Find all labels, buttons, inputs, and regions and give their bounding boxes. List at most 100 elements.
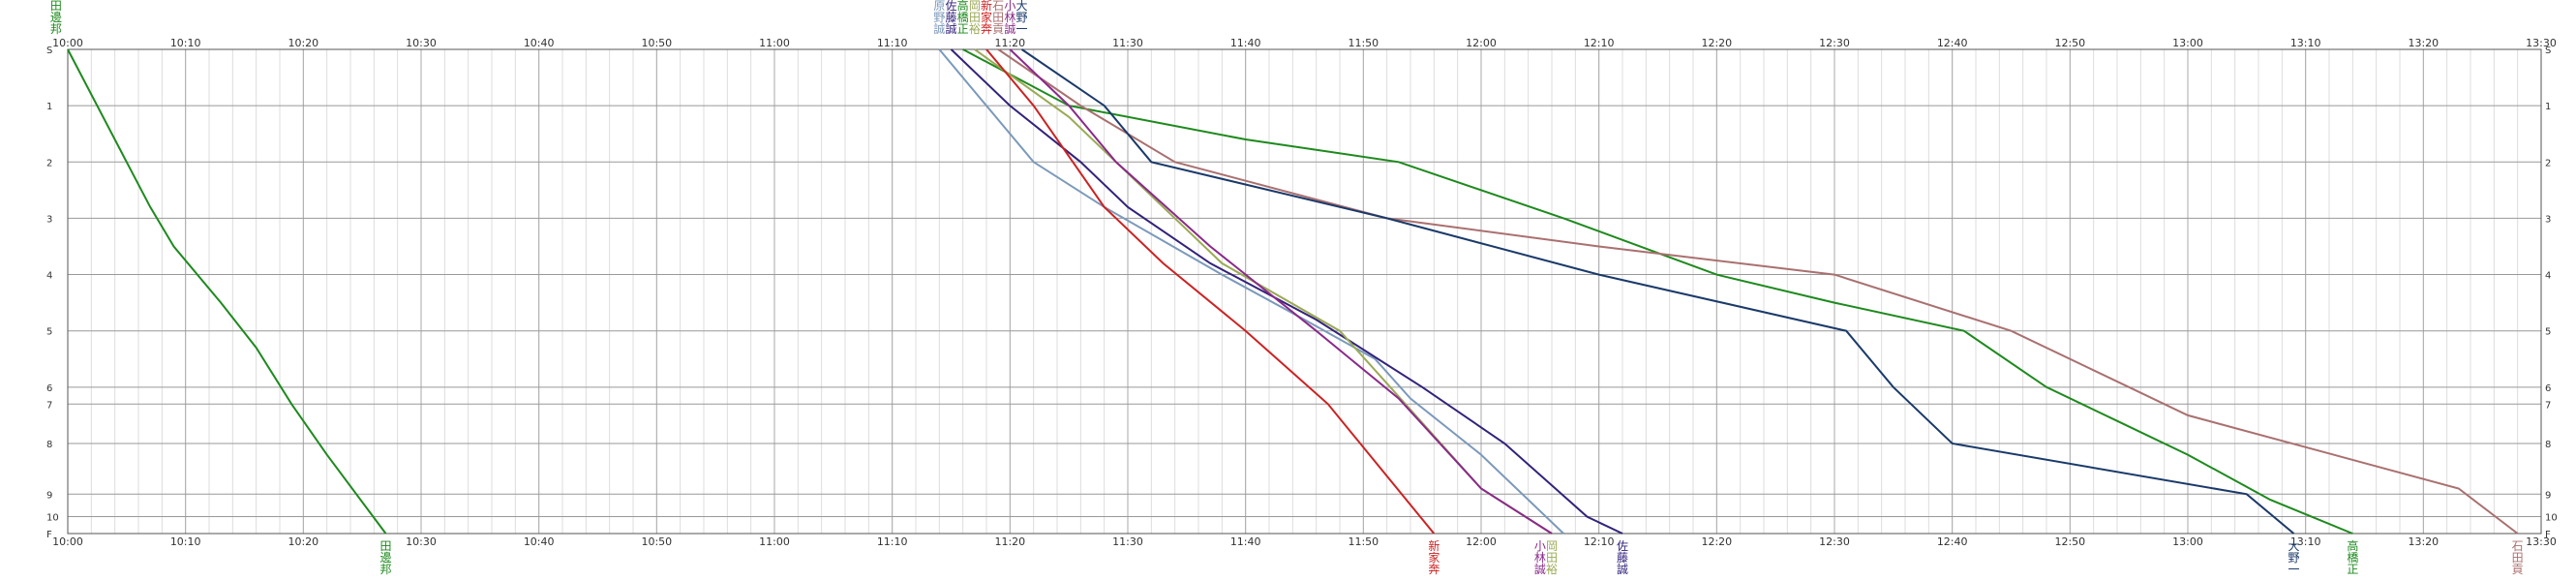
series-name-label: 新家奔	[981, 0, 992, 36]
series-name-label: 原野誠	[933, 0, 945, 36]
series-name-label: 新家奔	[1428, 538, 1440, 576]
x-tick-label: 12:20	[1701, 535, 1732, 548]
x-tick-label: 12:40	[1937, 535, 1968, 548]
x-tick-label: 11:20	[994, 37, 1025, 49]
x-tick-label: 12:50	[2054, 535, 2085, 548]
station-label: 7	[46, 400, 52, 411]
x-tick-label: 11:40	[1230, 37, 1261, 49]
x-tick-label: 11:00	[759, 37, 790, 49]
series-name-label: 大野一	[1015, 0, 1027, 36]
series-name-label: 岡田裕	[969, 0, 981, 36]
series-name-label: 岡田裕	[1546, 539, 1558, 576]
series-line	[1020, 48, 2295, 535]
x-tick-label: 13:20	[2408, 535, 2439, 548]
x-tick-label: 13:00	[2172, 535, 2203, 548]
series-name-label: 高橋正	[2347, 538, 2358, 576]
station-label: 2	[2545, 158, 2551, 168]
x-tick-label: 11:10	[877, 535, 908, 548]
x-tick-label: 13:00	[2172, 37, 2203, 49]
series-name-label: 田邊邦	[379, 539, 391, 576]
x-tick-label: 12:50	[2054, 37, 2085, 49]
station-label: S	[2545, 46, 2551, 56]
x-tick-label: 10:40	[524, 535, 555, 548]
station-label: 8	[46, 440, 52, 450]
x-tick-label: 10:00	[52, 37, 83, 49]
series-name-label: 小林誠	[1004, 0, 1015, 36]
plot-frame	[67, 48, 2542, 535]
series-line	[962, 48, 2353, 535]
x-tick-label: 11:50	[1348, 535, 1379, 548]
x-tick-label: 12:20	[1701, 37, 1732, 49]
station-label: 5	[2545, 327, 2551, 338]
station-label: 3	[2545, 214, 2551, 225]
station-label: 10	[46, 513, 59, 524]
x-tick-label: 13:10	[2290, 535, 2321, 548]
station-grid	[68, 48, 2541, 535]
x-tick-label: 13:30	[2526, 37, 2557, 49]
station-label: 4	[46, 271, 52, 282]
x-tick-label: 12:00	[1466, 535, 1497, 548]
x-tick-label: 10:10	[170, 37, 201, 49]
series-lines	[67, 48, 2519, 535]
x-tick-label: 10:30	[406, 37, 437, 49]
station-label: 6	[2545, 383, 2551, 394]
series-name-label: 大野一	[2288, 539, 2299, 576]
x-tick-label: 10:30	[406, 535, 437, 548]
x-tick-label: 11:20	[994, 535, 1025, 548]
x-tick-label: 12:30	[1819, 535, 1850, 548]
series-name-label: 小林誠	[1534, 539, 1546, 576]
x-tick-label: 12:30	[1819, 37, 1850, 49]
station-label: 7	[2545, 400, 2551, 411]
station-label: 3	[46, 214, 52, 225]
series-line	[1009, 48, 1553, 535]
x-tick-label: 10:10	[170, 535, 201, 548]
station-label: S	[46, 46, 52, 56]
x-tick-labels-bottom: 10:00 10:10 10:20 10:30 10:40 10:50 11:00 11:10…	[52, 535, 2557, 548]
x-tick-labels-top: 10:00 10:10 10:20 10:30 10:40 10:50 11:00 11:10…	[52, 37, 2557, 49]
series-labels: 田邊邦田邊邦原野誠佐藤誠佐藤誠高橋正高橋正岡田裕岡田裕新家奔新家奔石田貢石田貢小…	[50, 0, 2524, 576]
x-tick-label: 10:20	[288, 37, 318, 49]
x-tick-label: 10:50	[641, 37, 672, 49]
x-tick-label: 11:10	[877, 37, 908, 49]
station-label: 1	[46, 102, 52, 112]
series-name-label: 佐藤誠	[1617, 539, 1628, 576]
x-tick-label: 13:20	[2408, 37, 2439, 49]
station-label: 9	[46, 490, 52, 501]
series-name-label: 石田貢	[2512, 539, 2524, 576]
series-line	[997, 48, 2519, 535]
x-tick-label: 11:30	[1112, 535, 1143, 548]
major-grid	[67, 49, 2542, 534]
station-label: F	[46, 530, 52, 540]
x-tick-label: 13:10	[2290, 37, 2321, 49]
series-name-label: 石田貢	[992, 0, 1004, 36]
station-label: 10	[2545, 513, 2558, 524]
x-tick-label: 11:00	[759, 535, 790, 548]
series-line	[950, 48, 1623, 535]
station-label: 8	[2545, 440, 2551, 450]
series-name-label: 佐藤誠	[945, 0, 956, 36]
x-tick-label: 11:50	[1348, 37, 1379, 49]
x-tick-label: 12:00	[1466, 37, 1497, 49]
station-labels-left: S 1 2 3 4 5 6 7 8 9 10 F	[46, 46, 59, 540]
station-label: 1	[2545, 102, 2551, 112]
x-tick-label: 11:30	[1112, 37, 1143, 49]
x-tick-label: 10:20	[288, 535, 318, 548]
series-line	[938, 48, 1564, 535]
station-label: 2	[46, 158, 52, 168]
station-label: 9	[2545, 490, 2551, 501]
station-label: 4	[2545, 271, 2551, 282]
x-tick-label: 13:30	[2526, 535, 2557, 548]
series-line	[67, 48, 387, 535]
series-line	[985, 48, 1436, 535]
series-name-label: 田邊邦	[50, 0, 62, 36]
x-tick-label: 12:10	[1584, 37, 1615, 49]
x-tick-label: 12:10	[1584, 535, 1615, 548]
station-labels-right: S 1 2 3 4 5 6 7 8 9 10 F	[2545, 46, 2558, 540]
x-tick-label: 10:50	[641, 535, 672, 548]
x-tick-label: 10:40	[524, 37, 555, 49]
x-tick-label: 10:00	[52, 535, 83, 548]
x-tick-label: 12:40	[1937, 37, 1968, 49]
x-tick-label: 11:40	[1230, 535, 1261, 548]
station-label: 6	[46, 383, 52, 394]
